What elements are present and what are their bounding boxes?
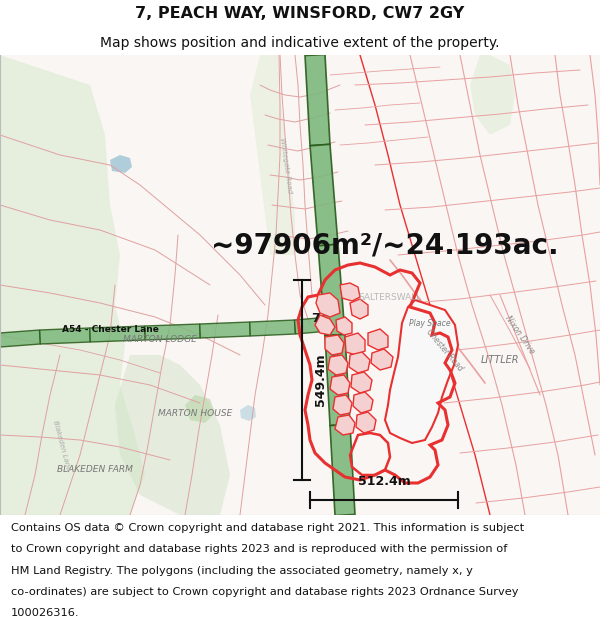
- Polygon shape: [335, 415, 355, 435]
- Text: Map shows position and indicative extent of the property.: Map shows position and indicative extent…: [100, 36, 500, 50]
- Polygon shape: [110, 155, 132, 173]
- Polygon shape: [330, 375, 350, 395]
- Text: 100026316.: 100026316.: [11, 609, 79, 619]
- Text: A54 - Oakmere Road: A54 - Oakmere Road: [327, 345, 347, 425]
- Polygon shape: [371, 349, 393, 370]
- Text: Chester Road: Chester Road: [425, 328, 465, 372]
- Text: SALTERSWALL: SALTERSWALL: [358, 292, 422, 301]
- Polygon shape: [349, 352, 370, 373]
- Polygon shape: [250, 320, 295, 336]
- Polygon shape: [356, 412, 376, 433]
- Polygon shape: [90, 326, 145, 342]
- Text: 7: 7: [311, 311, 319, 324]
- Text: BLAKEDEN FARM: BLAKEDEN FARM: [57, 466, 133, 474]
- Text: co-ordinates) are subject to Crown copyright and database rights 2023 Ordnance S: co-ordinates) are subject to Crown copyr…: [11, 587, 518, 597]
- Text: Play Space: Play Space: [409, 319, 451, 328]
- Polygon shape: [333, 395, 352, 415]
- Text: Contains OS data © Crown copyright and database right 2021. This information is : Contains OS data © Crown copyright and d…: [11, 522, 524, 532]
- Text: A54 - Chester Lane: A54 - Chester Lane: [62, 324, 158, 334]
- Polygon shape: [345, 333, 365, 355]
- Polygon shape: [330, 424, 355, 516]
- Text: 7, PEACH WAY, WINSFORD, CW7 2GY: 7, PEACH WAY, WINSFORD, CW7 2GY: [136, 6, 464, 21]
- Polygon shape: [353, 392, 373, 413]
- Polygon shape: [200, 322, 250, 338]
- Polygon shape: [0, 55, 145, 515]
- Polygon shape: [325, 334, 350, 426]
- Polygon shape: [368, 329, 388, 350]
- Polygon shape: [115, 355, 230, 515]
- Polygon shape: [316, 293, 340, 317]
- Polygon shape: [295, 318, 319, 334]
- Polygon shape: [470, 55, 515, 135]
- Polygon shape: [310, 144, 338, 246]
- Text: Whitegate Road: Whitegate Road: [279, 137, 293, 193]
- Polygon shape: [240, 405, 256, 421]
- Polygon shape: [315, 315, 335, 335]
- Text: ~97906m²/~24.193ac.: ~97906m²/~24.193ac.: [211, 231, 559, 259]
- Text: 512.4m: 512.4m: [358, 475, 410, 488]
- Text: LITTLER: LITTLER: [481, 355, 519, 365]
- Text: Blakeden Lane: Blakeden Lane: [52, 419, 71, 471]
- Polygon shape: [328, 355, 348, 375]
- Polygon shape: [145, 324, 200, 340]
- Text: MARTON LODGE: MARTON LODGE: [123, 336, 197, 344]
- Polygon shape: [185, 395, 215, 423]
- Text: HM Land Registry. The polygons (including the associated geometry, namely x, y: HM Land Registry. The polygons (includin…: [11, 566, 473, 576]
- Polygon shape: [318, 244, 345, 336]
- Text: MARTON HOUSE: MARTON HOUSE: [158, 409, 232, 418]
- Polygon shape: [40, 328, 90, 344]
- Text: to Crown copyright and database rights 2023 and is reproduced with the permissio: to Crown copyright and database rights 2…: [11, 544, 507, 554]
- Polygon shape: [340, 283, 360, 301]
- Polygon shape: [351, 372, 372, 393]
- Polygon shape: [325, 335, 344, 355]
- Text: Nixon Drive: Nixon Drive: [503, 314, 536, 356]
- Polygon shape: [336, 317, 352, 335]
- Polygon shape: [350, 299, 368, 319]
- Polygon shape: [250, 55, 295, 255]
- Text: 549.4m: 549.4m: [314, 354, 327, 406]
- Polygon shape: [385, 300, 458, 443]
- Polygon shape: [305, 54, 330, 146]
- Polygon shape: [0, 330, 41, 347]
